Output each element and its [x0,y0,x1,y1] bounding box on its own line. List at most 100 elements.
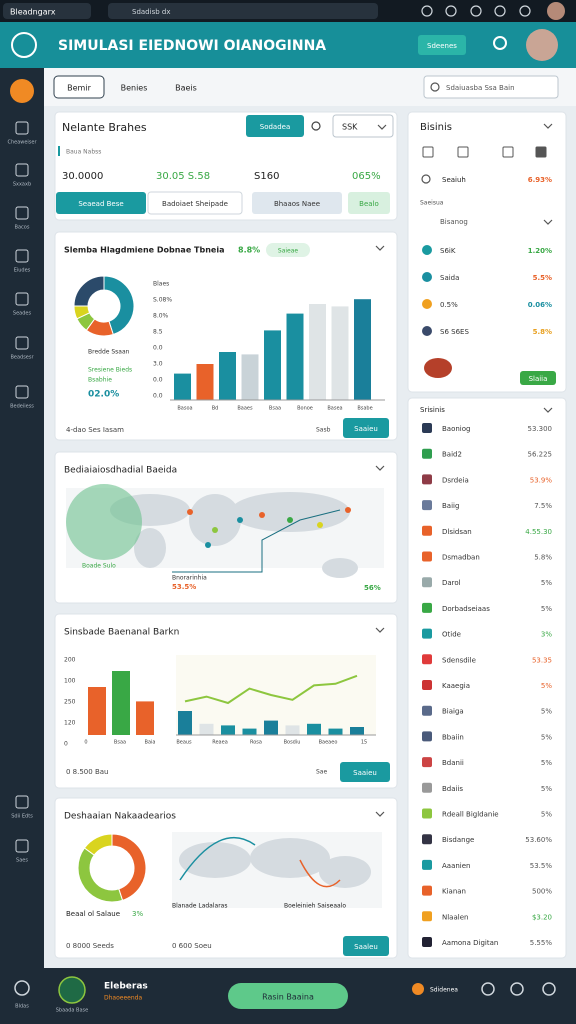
map-value: 56% [364,584,381,592]
row-label: Baiig [442,502,459,510]
row-icon [422,602,432,613]
address-bar [108,3,378,19]
bar [136,701,154,735]
sidebar-label[interactable]: Sdii Edts [11,814,33,820]
footer-text: 0 600 Soeu [172,942,212,950]
bar [88,687,106,735]
map-label: Bnorarinhia [172,575,207,582]
row-label: Rdeall Bigldanie [442,811,499,819]
sidebar-logo [10,79,34,103]
accent [58,146,60,156]
button[interactable] [252,192,342,214]
sidebar-label[interactable]: Saes [16,858,28,864]
button[interactable] [343,936,389,956]
legend-label: Bredde Ssaan [88,349,130,356]
row-value: 5% [541,579,552,587]
chevron [375,811,385,817]
map-marker [237,517,243,523]
select [332,114,394,138]
bottom-label: Sdidenea [430,987,458,994]
card-title: Bisinis [420,122,452,133]
axis-label: 15 [361,740,367,746]
map-value: 53.5% [172,583,196,591]
axis-label: Basoa [177,406,192,412]
bar [285,725,300,735]
row-label: Aaanien [442,862,471,870]
icon [421,174,431,184]
bottom-label: Sbaada Base [56,1008,88,1014]
row-value: 6.93% [528,176,552,184]
sidebar-label[interactable]: Beadsesr [10,355,34,361]
sidebar-label[interactable]: Eiudes [14,268,31,274]
axis-label: Baaes [237,406,253,412]
bar [112,671,130,735]
row-icon [422,299,432,309]
button[interactable] [147,191,243,215]
toolbar-icon [457,146,469,158]
button[interactable] [228,983,348,1009]
legend-label: Bsabhie [88,377,112,384]
sidebar-icon [15,121,29,135]
icon [542,982,556,996]
icon [311,121,321,131]
button-label[interactable]: Seaead Bese [78,200,123,208]
sidebar-label[interactable]: Sxxaxb [13,182,31,188]
sidebar-label[interactable]: Bacos [15,225,30,231]
bar [307,723,321,735]
button-label[interactable]: Rasin Baaina [262,993,314,1002]
sidebar-icon [15,336,29,350]
row-label: Sdensdile [442,656,476,664]
bar [178,711,192,735]
button-label[interactable]: Badoiaet Sheipade [162,200,228,208]
search-icon [493,36,507,50]
sidebar-icon [15,292,29,306]
button-label[interactable]: Slaiia [529,375,548,383]
section-title: Saeisua [420,200,444,207]
bar [199,723,214,735]
row-value: 5% [541,811,552,819]
row-icon [422,474,432,485]
button[interactable] [340,762,390,782]
axis-label: Beaus [176,740,192,746]
icon [494,5,506,17]
button-label[interactable]: Sodadea [260,123,291,131]
button-label[interactable]: Sdeenes [427,42,457,50]
button[interactable] [348,192,390,214]
footer-text: 0 8.500 Bau [66,768,108,776]
icon [519,5,531,17]
card-title: Slemba Hlagdmiene Dobnae Tbneia [64,246,225,255]
button[interactable] [343,418,389,438]
button-label[interactable]: Saaieu [354,425,378,433]
icon [14,980,30,996]
row-value: 5% [541,785,552,793]
sidebar-label[interactable]: Cheaweiser [7,140,37,146]
button[interactable] [418,35,466,55]
row-label: Aamona Digitan [442,939,498,947]
button[interactable] [56,192,146,214]
row-value: 5.8% [533,328,552,336]
route [172,509,341,573]
button-label[interactable]: Saaieu [353,769,377,777]
chevron [375,627,385,633]
row-value: 5% [541,682,552,690]
button-label[interactable]: Bhaaos Naee [274,200,320,208]
button[interactable] [520,371,556,385]
button[interactable] [246,115,304,137]
row-label: S6 S6ES [440,328,469,336]
sidebar-label[interactable]: Bedeiiess [10,404,34,410]
sidebar-label[interactable]: Seades [13,311,32,317]
axis-label: Reaea [212,740,228,746]
button-label[interactable]: Bealo [359,200,379,208]
bar [219,352,236,400]
sidebar-icon [15,385,29,399]
icon [510,982,524,996]
chip [266,243,310,257]
row-label: Seaiuh [442,176,466,184]
axis-label: 0 [64,741,68,748]
route [179,836,256,881]
button-label[interactable]: Saaleu [354,943,378,951]
select-value: SSK [342,123,358,132]
sidebar-icon [15,206,29,220]
